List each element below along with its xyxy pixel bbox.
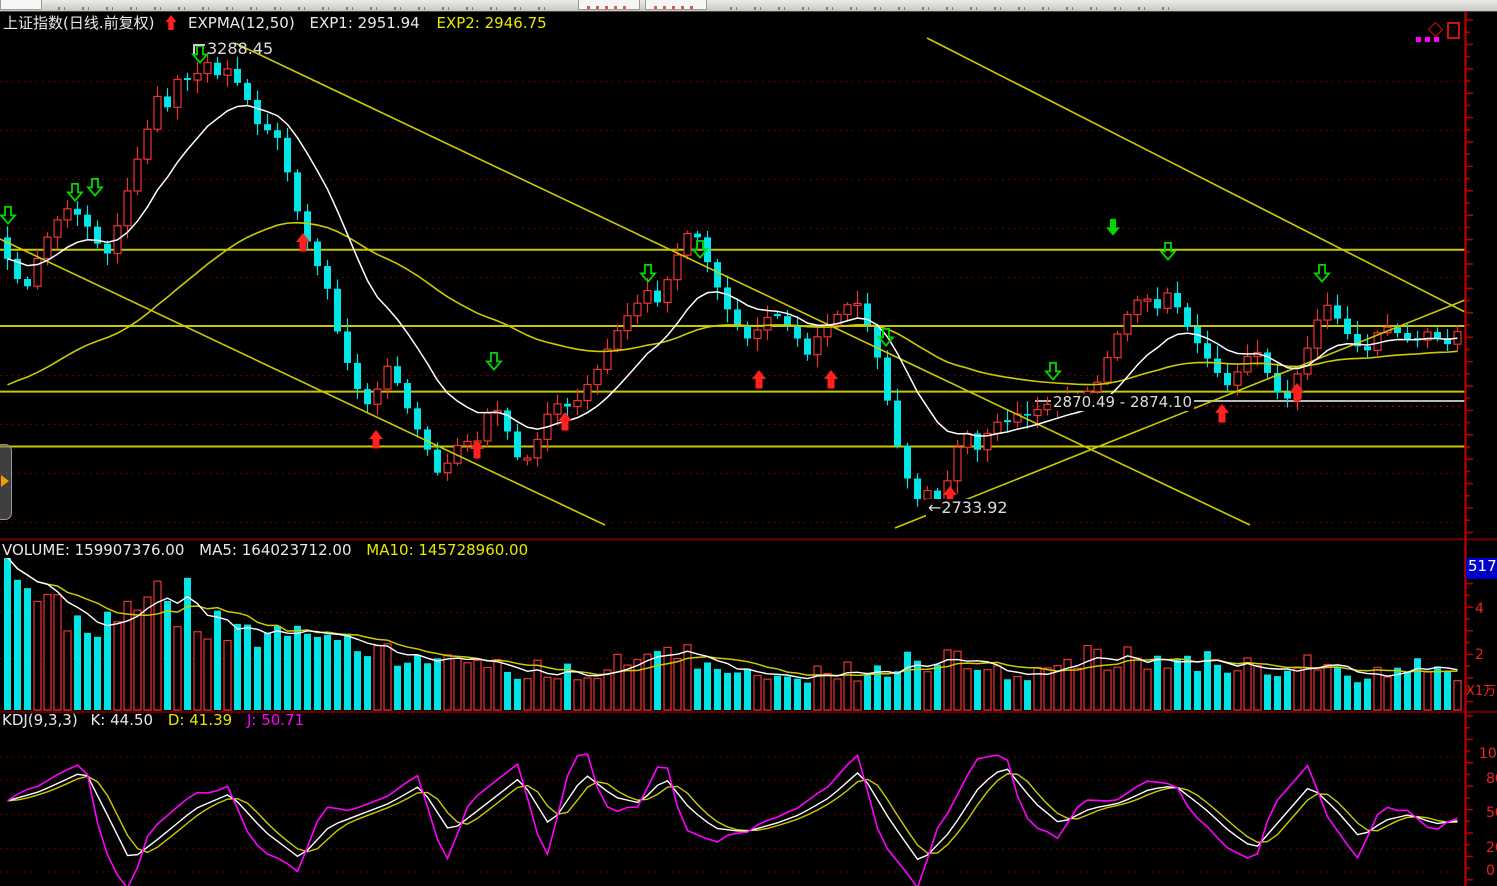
kdj-scale-label: 100 (1479, 746, 1497, 762)
quote-box-1[interactable] (578, 0, 640, 10)
kdj-d-line (7, 773, 1458, 854)
quote-text-clipped (587, 6, 631, 9)
indicator-name: EXPMA(12,50) (188, 14, 295, 32)
sell-signal-arrow (86, 178, 104, 197)
expma50-line (7, 221, 1458, 386)
exp1-value: EXP1: 2951.94 (309, 14, 420, 32)
menu-items-clipped (730, 7, 1180, 10)
signal-arrows (0, 45, 1331, 505)
volume-header: VOLUME: 159907376.00 MA5: 164023712.00 M… (2, 542, 528, 559)
volume-bars (4, 558, 1462, 711)
window-tool-icon[interactable] (1447, 22, 1460, 39)
buy-signal-arrow (369, 430, 383, 449)
sell-signal-arrow (691, 240, 709, 259)
peak-price-label: 3288.45 (207, 39, 274, 58)
right-price-axis (1464, 12, 1473, 886)
buy-signal-arrow (470, 440, 484, 459)
trend-lines (0, 37, 1466, 529)
volume-ma5: MA5: 164023712.00 (199, 541, 352, 559)
volume-scale-label: 4 (1475, 601, 1484, 617)
kdj-scale-label: 20 (1486, 840, 1497, 856)
peak-tick-mark (193, 44, 205, 54)
sell-signal-arrow (1159, 242, 1177, 261)
buy-signal-arrow (1290, 383, 1304, 402)
menu-items-clipped (58, 7, 558, 10)
sidebar-expand-handle[interactable] (0, 444, 12, 520)
candlestick-series (4, 52, 1462, 515)
kdj-name: KDJ(9,3,3) (2, 711, 78, 729)
pane-separators (0, 538, 1497, 713)
buy-signal-arrow (752, 370, 766, 389)
kdj-k-line (7, 768, 1458, 861)
symbol-title: 上证指数(日线.前复权) (3, 14, 155, 32)
buy-signal-arrow (1215, 404, 1229, 423)
main-gridlines (0, 81, 1465, 523)
range-price-label: 2870.49 - 2874.10 (1051, 393, 1195, 411)
volume-ma10: MA10: 145728960.00 (366, 541, 529, 559)
expand-arrow-icon (1, 475, 9, 487)
exp2-value: EXP2: 2946.75 (436, 14, 547, 32)
quote-box-2[interactable] (645, 0, 707, 10)
main-chart-header: 上证指数(日线.前复权) EXPMA(12,50) EXP1: 2951.94 … (3, 15, 547, 34)
buy-signal-arrow (558, 412, 572, 431)
sell-signal-arrow (66, 183, 84, 202)
volume-ma5-line (7, 558, 1458, 680)
volume-value: VOLUME: 159907376.00 (2, 541, 185, 559)
menu-bar[interactable] (0, 0, 1497, 12)
support-lines (0, 248, 1465, 448)
kdj-j-value: J: 50.71 (246, 711, 305, 729)
up-arrow-icon (165, 15, 177, 34)
sell-signal-arrow (191, 45, 209, 64)
marker-dot (1434, 37, 1439, 42)
sell-solid-arrow (1106, 218, 1120, 236)
volume-unit-label: X1万 (1466, 684, 1497, 699)
kdj-d-value: D: 41.39 (167, 711, 233, 729)
sell-signal-arrow (1313, 264, 1331, 283)
buy-signal-arrow (824, 370, 838, 389)
sell-signal-arrow (877, 328, 895, 347)
buy-signal-arrow (296, 233, 310, 252)
kdj-scale-label: 0 (1486, 863, 1495, 879)
toolbar-button[interactable] (0, 0, 42, 10)
volume-gridlines (0, 612, 1465, 659)
marker-dot (1425, 37, 1430, 42)
kdj-k-value: K: 44.50 (90, 711, 154, 729)
expma12-line (7, 104, 1458, 437)
sell-signal-arrow (639, 264, 657, 283)
marker-dot (1416, 37, 1421, 42)
kdj-gridlines (0, 756, 1465, 873)
sell-signal-arrow (485, 352, 503, 371)
low-price-label: ←2733.92 (926, 498, 1010, 517)
kdj-scale-label: 50 (1486, 805, 1497, 821)
volume-scale-label: 2 (1475, 647, 1484, 663)
quote-text-clipped (654, 6, 698, 9)
volume-max-badge: 517 (1466, 558, 1497, 579)
kdj-j-line (7, 753, 1458, 886)
sell-signal-arrow (0, 206, 17, 225)
sell-signal-arrow (1044, 362, 1062, 381)
kdj-scale-label: 80 (1486, 771, 1497, 787)
kdj-header: KDJ(9,3,3) K: 44.50 D: 41.39 J: 50.71 (2, 712, 304, 729)
